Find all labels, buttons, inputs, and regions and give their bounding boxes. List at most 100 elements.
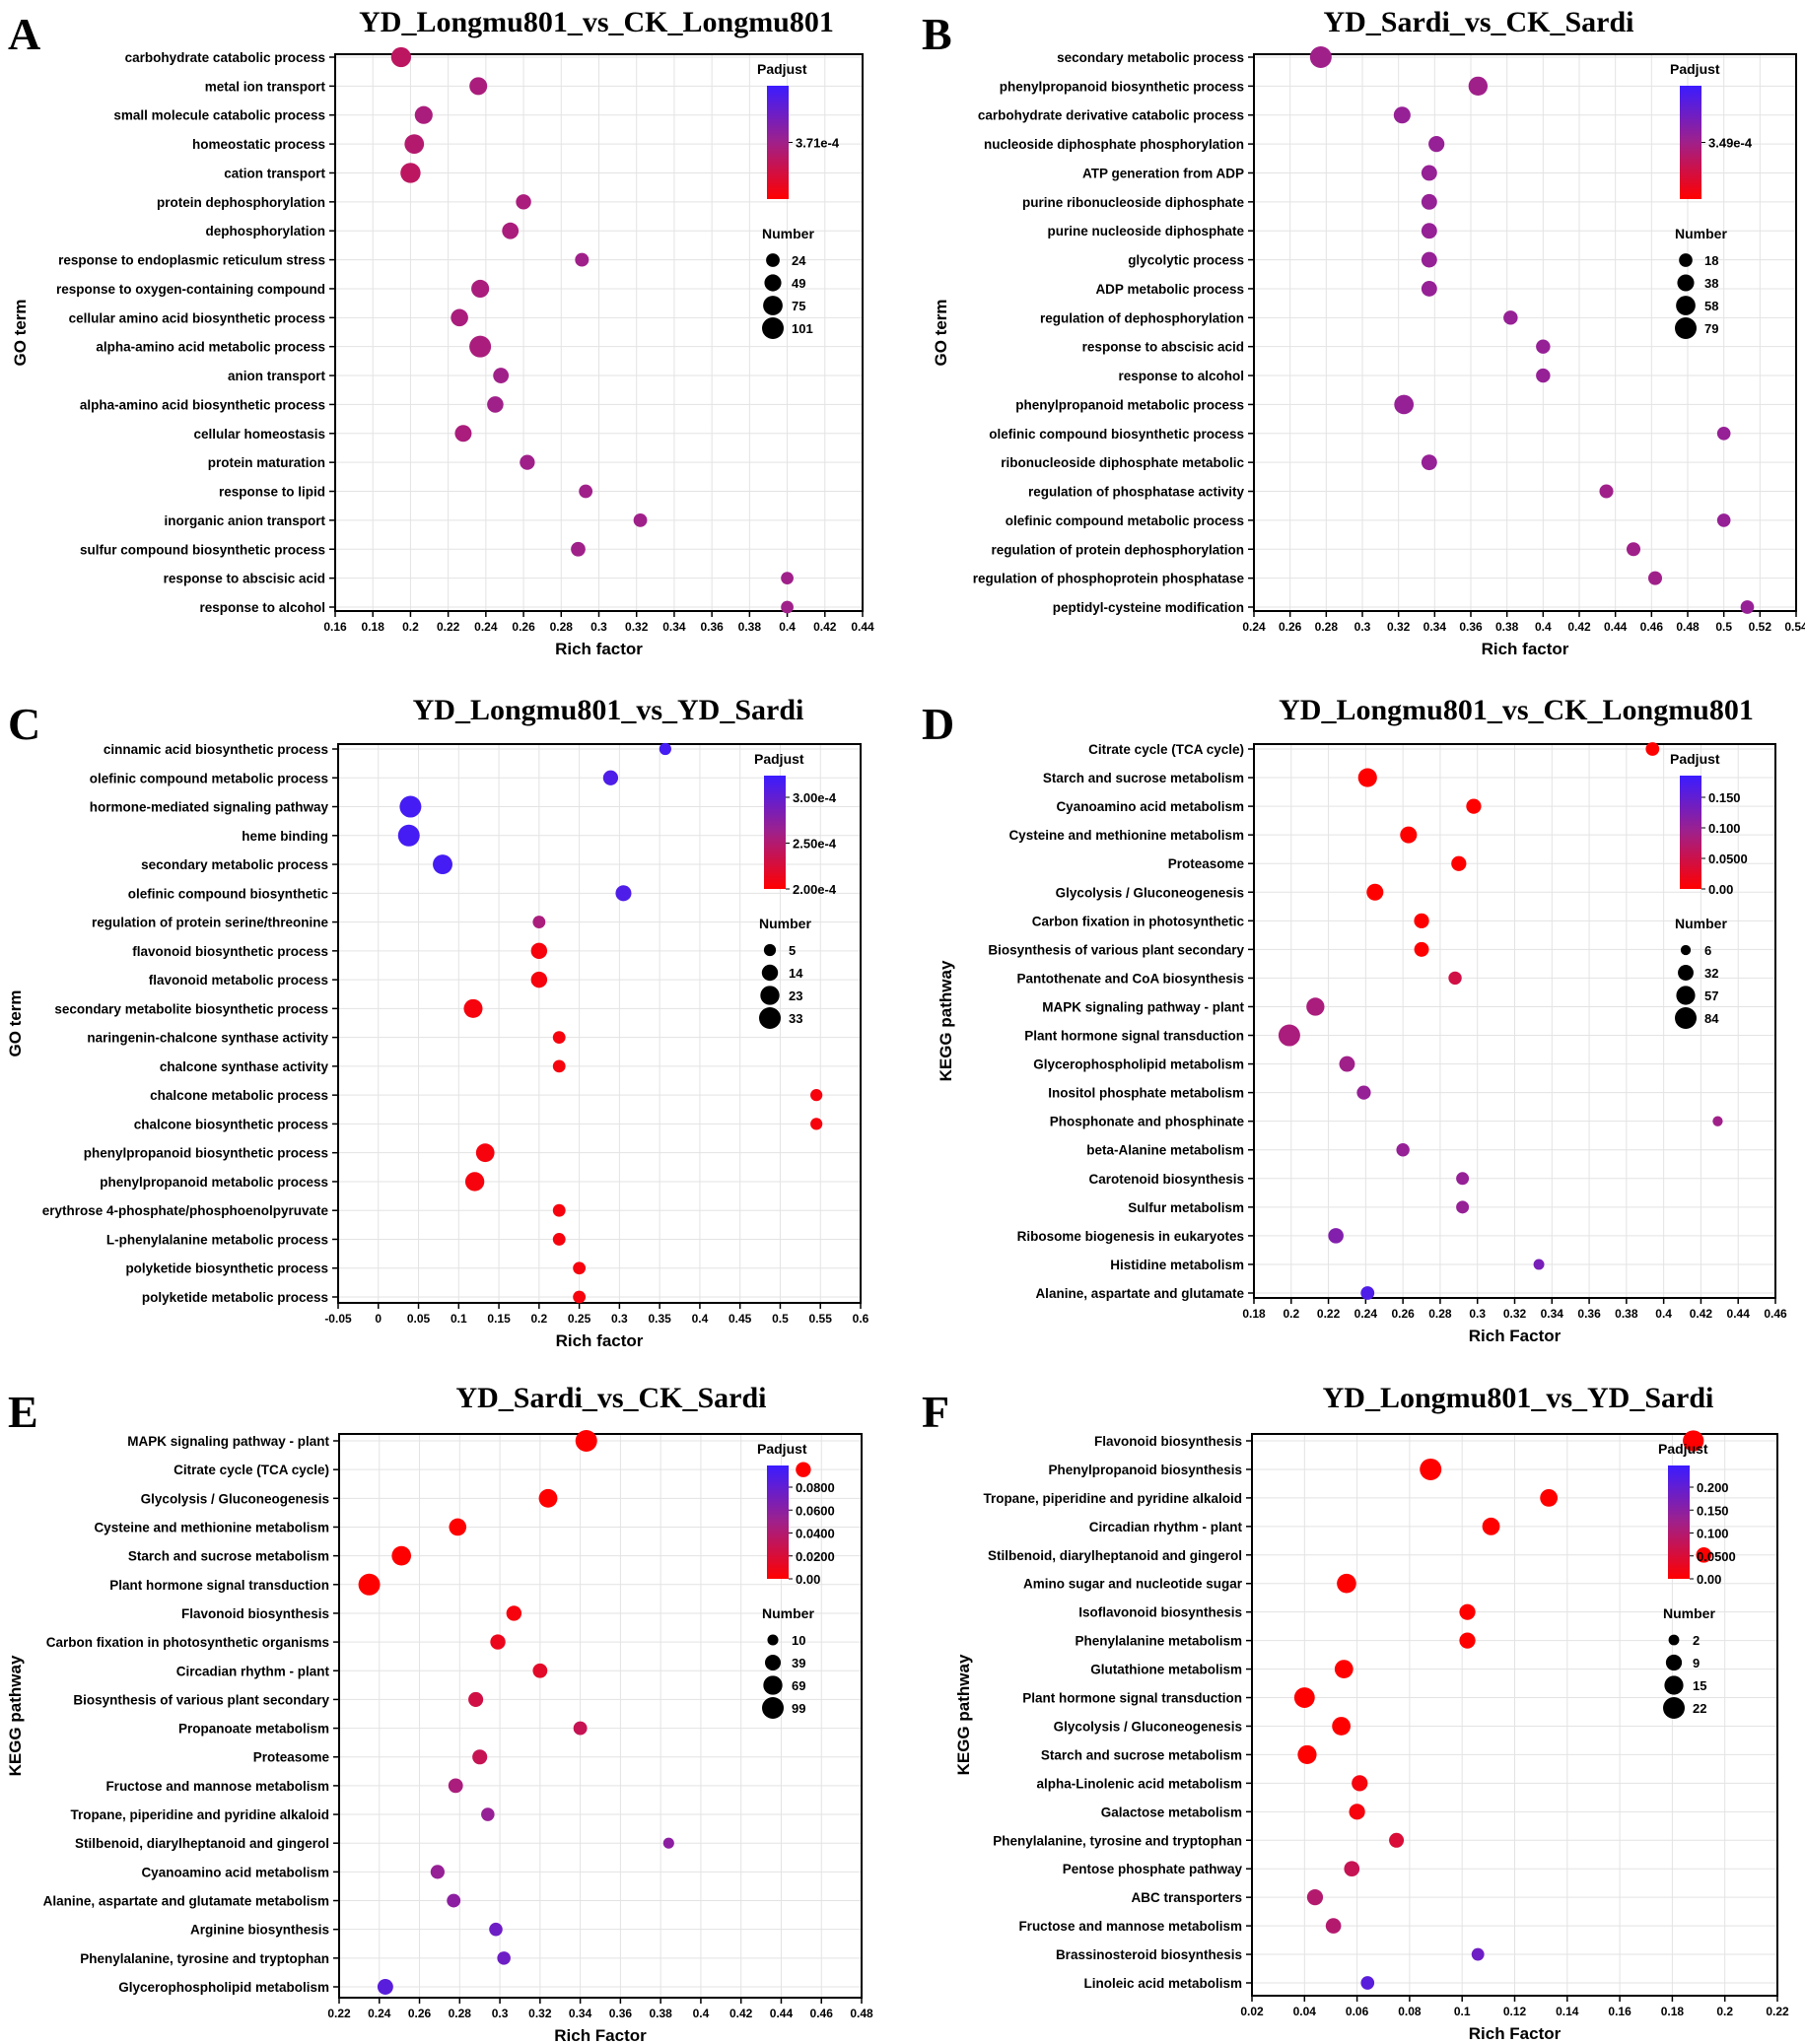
- number-legend-label: 2: [1693, 1633, 1700, 1648]
- data-bubble: [471, 279, 490, 299]
- category-label: Carotenoid biosynthesis: [1088, 1172, 1244, 1187]
- padjust-tick-label: 0.0800: [796, 1480, 835, 1495]
- panel-c: C YD_Longmu801_vs_YD_Sardi -0.05 0 0.05 0.1 0.…: [6, 694, 869, 1350]
- data-bubble: [1503, 310, 1518, 325]
- data-bubble: [1306, 997, 1325, 1016]
- category-label: Cysteine and methionine metabolism: [1008, 828, 1244, 843]
- padjust-color-bar: [764, 776, 786, 889]
- category-label: Phenylalanine, tyrosine and tryptophan: [993, 1833, 1242, 1848]
- category-label: Glycolysis / Gluconeogenesis: [1054, 1719, 1242, 1734]
- category-label: Biosynthesis of various plant secondary: [988, 942, 1244, 957]
- data-bubble: [481, 1807, 495, 1821]
- panel-letter: F: [922, 1387, 949, 1437]
- number-legend-label: 58: [1704, 299, 1718, 313]
- category-label: response to abscisic acid: [1082, 340, 1244, 355]
- x-tick-label: 0.42: [1567, 620, 1591, 634]
- data-bubble: [1360, 1976, 1375, 1990]
- number-legend-bubble: [766, 253, 780, 267]
- data-bubble: [493, 368, 510, 383]
- padjust-legend-title: Padjust: [1670, 751, 1720, 767]
- number-legend-bubble: [1665, 1654, 1683, 1671]
- category-label: peptidyl-cysteine modification: [1053, 600, 1244, 615]
- x-tick-label: 0.54: [1784, 620, 1805, 634]
- data-bubble: [552, 1233, 566, 1246]
- data-bubble: [468, 1691, 484, 1707]
- data-bubble: [1325, 1918, 1342, 1934]
- data-bubble: [1297, 1744, 1317, 1765]
- padjust-tick-label: 0.00: [1697, 1572, 1721, 1587]
- category-label: Tropane, piperidine and pyridine alkaloi…: [983, 1491, 1242, 1506]
- data-bubble: [1334, 1660, 1354, 1678]
- category-label: Starch and sucrose metabolism: [128, 1549, 329, 1564]
- data-bubble: [1428, 136, 1445, 153]
- x-tick-label: 0.44: [1604, 620, 1628, 634]
- data-bubble: [1356, 1085, 1371, 1100]
- x-tick-label: 0.38: [1495, 620, 1519, 634]
- x-tick-label: 0.44: [770, 2007, 794, 2020]
- data-bubble: [391, 1545, 412, 1566]
- x-tick-label: 0.52: [1749, 620, 1772, 634]
- category-label: Pentose phosphate pathway: [1063, 1862, 1243, 1876]
- x-axis: -0.05 0 0.05 0.1 0.15 0.2 0.25 0.3 0.35 0.4 0.45 0.…: [324, 1303, 869, 1326]
- category-label: olefinic compound biosynthetic process: [989, 427, 1244, 442]
- y-axis-title: KEGG pathway: [954, 1654, 973, 1775]
- data-bubble: [552, 1059, 566, 1073]
- number-legend-title: Number: [762, 1605, 814, 1621]
- category-label: Histidine metabolism: [1110, 1258, 1244, 1272]
- x-tick-label: 0.34: [662, 620, 686, 634]
- data-bubble: [1466, 798, 1482, 814]
- padjust-legend-title: Padjust: [1670, 61, 1720, 77]
- number-legend-label: 18: [1704, 253, 1718, 268]
- padjust-tick-label: 0.200: [1697, 1480, 1729, 1495]
- legend: Padjust 0.200 0.150 0.100 0.0500 0.00 Number 2 9…: [1658, 1441, 1736, 1719]
- data-bubble: [489, 1922, 503, 1937]
- category-label: Glutathione metabolism: [1090, 1663, 1242, 1677]
- panel-a: A YD_Longmu801_vs_CK_Longmu801 0.16 0.18 0.2…: [8, 6, 874, 658]
- category-label: Proteasome: [253, 1750, 330, 1765]
- x-tick-label: 0.18: [362, 620, 385, 634]
- category-label: alpha-Linolenic acid metabolism: [1036, 1776, 1242, 1791]
- category-label: Ribosome biogenesis in eukaryotes: [1017, 1229, 1244, 1244]
- x-tick-label: 0.06: [1346, 2005, 1369, 2018]
- category-label: heme binding: [242, 829, 328, 844]
- padjust-tick-label: 0.00: [796, 1572, 820, 1587]
- category-label: ABC transporters: [1131, 1890, 1242, 1905]
- number-legend-label: 6: [1704, 943, 1711, 958]
- padjust-color-bar: [1668, 1465, 1690, 1579]
- data-bubble: [1328, 1228, 1344, 1244]
- number-legend-bubble: [1678, 965, 1694, 981]
- category-label: chalcone biosynthetic process: [134, 1117, 328, 1131]
- plot-frame: [337, 743, 862, 1304]
- number-legend-title: Number: [759, 916, 811, 931]
- category-label: Starch and sucrose metabolism: [1043, 771, 1244, 785]
- category-label: Cyanoamino acid metabolism: [1056, 799, 1244, 814]
- data-bubble: [433, 854, 452, 875]
- panel-letter: E: [8, 1387, 38, 1437]
- data-bubble: [796, 1462, 811, 1477]
- data-bubble: [1740, 600, 1755, 614]
- data-bubble: [573, 1721, 588, 1736]
- y-axis-title: GO term: [932, 299, 950, 366]
- category-label: homeostatic process: [192, 137, 325, 152]
- data-bubble: [1337, 1573, 1356, 1594]
- category-label: Citrate cycle (TCA cycle): [1088, 742, 1244, 757]
- category-label: phenylpropanoid metabolic process: [1015, 397, 1244, 412]
- x-tick-label: 0.4: [692, 1312, 709, 1326]
- data-bubble: [475, 1143, 495, 1163]
- x-tick-label: 0.24: [474, 620, 498, 634]
- y-axis: MAPK signaling pathway - plant Citrate cy…: [43, 1434, 339, 1995]
- category-label: alpha-amino acid metabolic process: [96, 340, 325, 355]
- data-bubble: [1456, 1172, 1470, 1186]
- data-bubble: [1306, 1889, 1324, 1906]
- data-bubble: [530, 971, 548, 988]
- category-label: L-phenylalanine metabolic process: [106, 1232, 328, 1247]
- x-tick-label: 0.44: [851, 620, 874, 634]
- category-label: Starch and sucrose metabolism: [1041, 1747, 1242, 1762]
- panel-title: YD_Sardi_vs_CK_Sardi: [455, 1382, 766, 1414]
- data-bubble: [1468, 76, 1489, 97]
- x-tick-label: 0.02: [1240, 2005, 1264, 2018]
- data-bubble: [810, 1118, 823, 1130]
- category-label: Cyanoamino acid metabolism: [141, 1865, 329, 1879]
- category-label: phenylpropanoid metabolic process: [100, 1175, 328, 1190]
- x-axis-title: Rich factor: [556, 1331, 644, 1350]
